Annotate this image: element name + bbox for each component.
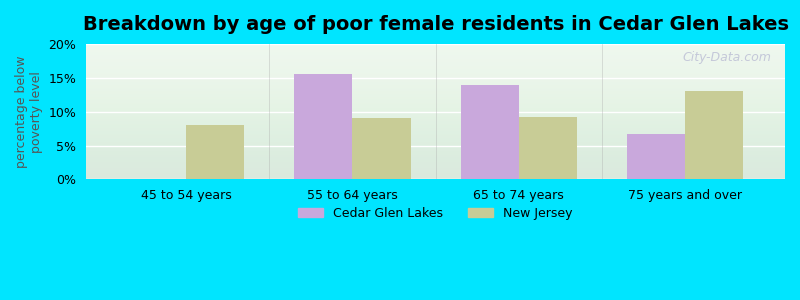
Bar xyxy=(352,118,410,179)
Title: Breakdown by age of poor female residents in Cedar Glen Lakes: Breakdown by age of poor female resident… xyxy=(82,15,789,34)
Bar xyxy=(685,91,743,179)
Bar xyxy=(518,117,577,179)
Bar xyxy=(294,74,352,179)
Legend: Cedar Glen Lakes, New Jersey: Cedar Glen Lakes, New Jersey xyxy=(294,202,578,225)
Text: City-Data.com: City-Data.com xyxy=(682,51,771,64)
Y-axis label: percentage below
poverty level: percentage below poverty level xyxy=(15,56,43,168)
Bar xyxy=(627,134,685,179)
Bar xyxy=(461,85,518,179)
Bar xyxy=(186,125,244,179)
